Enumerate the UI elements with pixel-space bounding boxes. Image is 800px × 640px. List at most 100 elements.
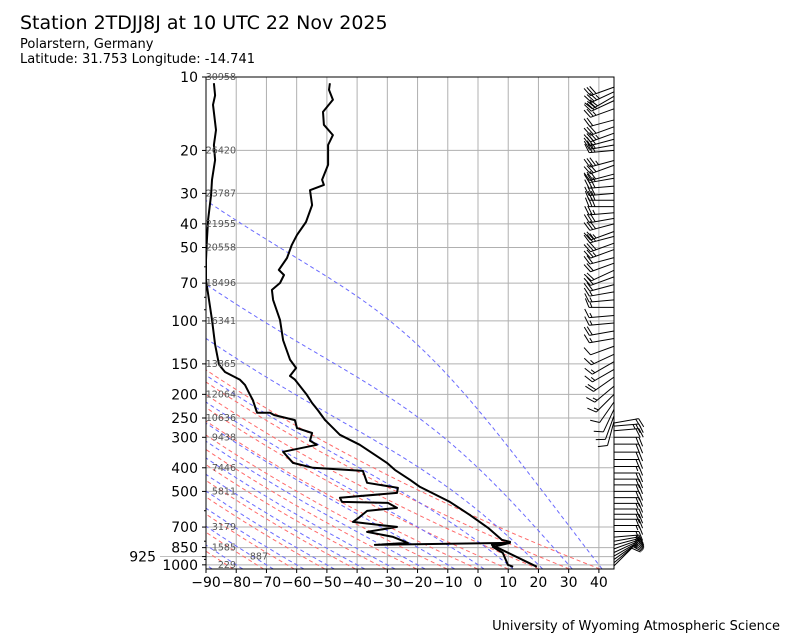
wind-barb — [583, 249, 615, 259]
wind-barb — [614, 436, 644, 447]
y-tick-label: 500 — [171, 484, 198, 500]
y-tick-label: 100 — [171, 314, 198, 330]
dry-adiabat — [206, 420, 478, 569]
wind-barb — [583, 136, 615, 147]
height-label: 16341 — [206, 316, 236, 327]
chart-title: Station 2TDJJ8J at 10 UTC 22 Nov 2025 — [20, 12, 388, 34]
x-tick-label: −40 — [342, 575, 372, 591]
height-label: 26420 — [206, 145, 236, 156]
height-label: 10636 — [206, 413, 236, 424]
wind-barb — [583, 117, 615, 127]
wind-barb — [583, 345, 615, 356]
wind-barb — [597, 421, 615, 448]
wind-barb — [613, 546, 642, 564]
wind-barb — [583, 100, 615, 112]
wind-barb — [583, 125, 615, 136]
wind-barb — [583, 287, 615, 297]
wind-barb — [614, 459, 644, 469]
y-tick-label: 20 — [180, 143, 198, 159]
x-tick-label: −10 — [433, 575, 463, 591]
wind-barb — [584, 316, 615, 326]
y-tick-label: 150 — [171, 357, 198, 373]
wind-barb — [614, 478, 644, 489]
wind-barb — [583, 231, 615, 241]
wind-barb — [613, 544, 643, 560]
dry-adiabat — [206, 479, 356, 569]
wind-barb — [584, 205, 615, 216]
height-label: 9438 — [212, 432, 236, 443]
height-label: 7446 — [212, 463, 236, 474]
wind-barb — [584, 143, 615, 154]
dry-adiabat — [206, 550, 234, 569]
x-tick-label: −80 — [221, 575, 251, 591]
height-label: 21955 — [206, 219, 236, 230]
wind-barb — [584, 197, 614, 208]
moist-adiabat — [206, 199, 603, 569]
wind-barbs — [583, 86, 645, 567]
x-tick-label: 0 — [474, 575, 483, 591]
height-label: 3179 — [212, 522, 236, 533]
y-tick-label: 300 — [171, 430, 198, 446]
wind-barb — [586, 385, 615, 403]
wind-barb — [613, 428, 644, 438]
height-label: 20558 — [206, 242, 236, 253]
height-label: 5811 — [212, 486, 236, 497]
height-label: 18496 — [206, 278, 236, 289]
moist-adiabat — [206, 337, 544, 569]
wind-barb — [614, 484, 644, 495]
wind-barb — [584, 368, 615, 383]
wind-barb — [583, 242, 615, 253]
wind-barb — [583, 157, 615, 168]
y-tick-label: 200 — [171, 387, 198, 403]
wind-barb — [583, 276, 615, 286]
height-labels: 30958 26420 23787 21955 20558 18496 16341 13865… — [206, 72, 268, 571]
wind-barb — [583, 91, 615, 103]
wind-barb — [584, 191, 614, 201]
y-tick-label: 40 — [180, 217, 198, 233]
wind-barb — [614, 525, 644, 535]
wind-barb — [583, 262, 615, 273]
wind-barb — [583, 282, 615, 292]
moist-adiabat — [206, 440, 426, 569]
profiles — [206, 83, 538, 568]
footer-credit: University of Wyoming Atmospheric Scienc… — [492, 619, 780, 634]
y-tick-label: 10 — [180, 70, 198, 86]
height-label: 13865 — [206, 359, 236, 370]
y-tick-label: 30 — [180, 186, 198, 202]
x-tick-label: −20 — [403, 575, 433, 591]
wind-barb — [614, 497, 644, 507]
wind-barb — [583, 86, 615, 97]
y-tick-label: 850 — [171, 541, 198, 557]
wind-barb — [584, 178, 615, 189]
x-tick-label: −70 — [252, 575, 282, 591]
plot-frame — [205, 76, 615, 570]
wind-barb — [585, 376, 615, 392]
wind-barb — [614, 490, 644, 501]
wind-barb — [593, 408, 615, 433]
temperature-line — [270, 83, 538, 568]
height-label: 23787 — [206, 188, 236, 199]
wind-barb — [584, 293, 615, 303]
x-tick-label: 30 — [560, 575, 578, 591]
y-tick-label: 925 — [129, 550, 156, 566]
wind-barb — [583, 108, 615, 118]
y-tick-label: 50 — [180, 240, 198, 256]
wind-barb — [583, 334, 615, 344]
wind-barb — [590, 401, 615, 423]
x-tick-label: 10 — [499, 575, 517, 591]
height-label: 12064 — [206, 389, 236, 400]
wind-barb — [583, 164, 615, 175]
y-tick-label: 1000 — [162, 558, 198, 574]
wind-barb — [614, 502, 644, 513]
station-coordinates: Latitude: 31.753 Longitude: -14.741 — [20, 52, 255, 67]
x-tick-label: 40 — [590, 575, 608, 591]
height-label: 887 — [250, 552, 268, 563]
moist-adiabat — [206, 473, 366, 569]
height-label: 30958 — [206, 72, 236, 83]
wind-barb — [583, 213, 615, 224]
x-tick-label: −90 — [191, 575, 221, 591]
x-tick-label: −50 — [312, 575, 342, 591]
dry-adiabat — [206, 369, 601, 569]
height-label: 229 — [218, 560, 236, 571]
wind-barb — [584, 298, 614, 308]
